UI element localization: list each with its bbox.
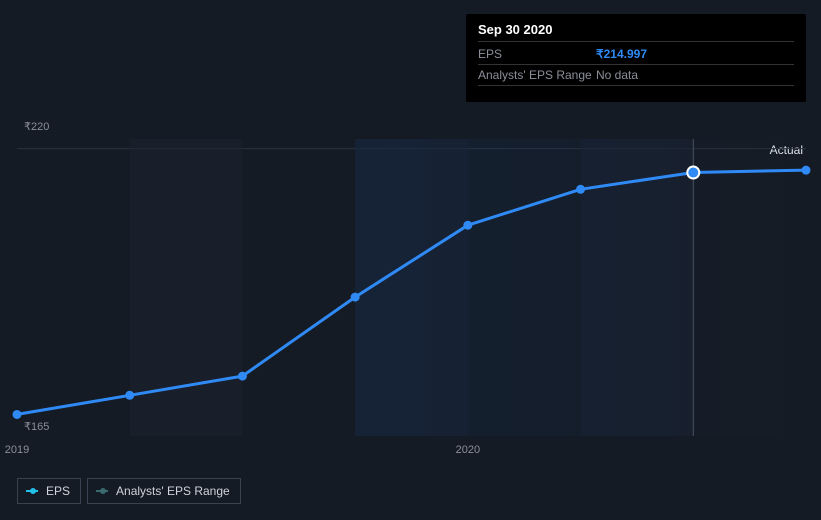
- tooltip-row: EPS ₹214.997: [478, 44, 794, 65]
- legend-label: EPS: [46, 484, 70, 498]
- tooltip-row-label: EPS: [478, 47, 596, 61]
- legend-label: Analysts' EPS Range: [116, 484, 230, 498]
- x-axis-tick: 2020: [456, 444, 480, 456]
- legend-marker-icon: [96, 487, 108, 495]
- legend-marker-icon: [26, 487, 38, 495]
- tooltip-row-label: Analysts' EPS Range: [478, 68, 596, 82]
- x-axis: 2019 2020: [17, 444, 806, 464]
- x-axis-tick: 2019: [5, 444, 29, 456]
- legend-item-analysts-range[interactable]: Analysts' EPS Range: [87, 478, 241, 504]
- tooltip-date: Sep 30 2020: [478, 22, 794, 42]
- tooltip-row-value: ₹214.997: [596, 47, 647, 61]
- chart-tooltip: Sep 30 2020 EPS ₹214.997 Analysts' EPS R…: [466, 14, 806, 102]
- tooltip-row-value: No data: [596, 68, 638, 82]
- tooltip-row: Analysts' EPS Range No data: [478, 65, 794, 86]
- chart-legend: EPS Analysts' EPS Range: [17, 478, 241, 504]
- eps-line-chart[interactable]: [17, 139, 806, 436]
- y-axis-tick-top: ₹220: [24, 120, 49, 133]
- legend-item-eps[interactable]: EPS: [17, 478, 81, 504]
